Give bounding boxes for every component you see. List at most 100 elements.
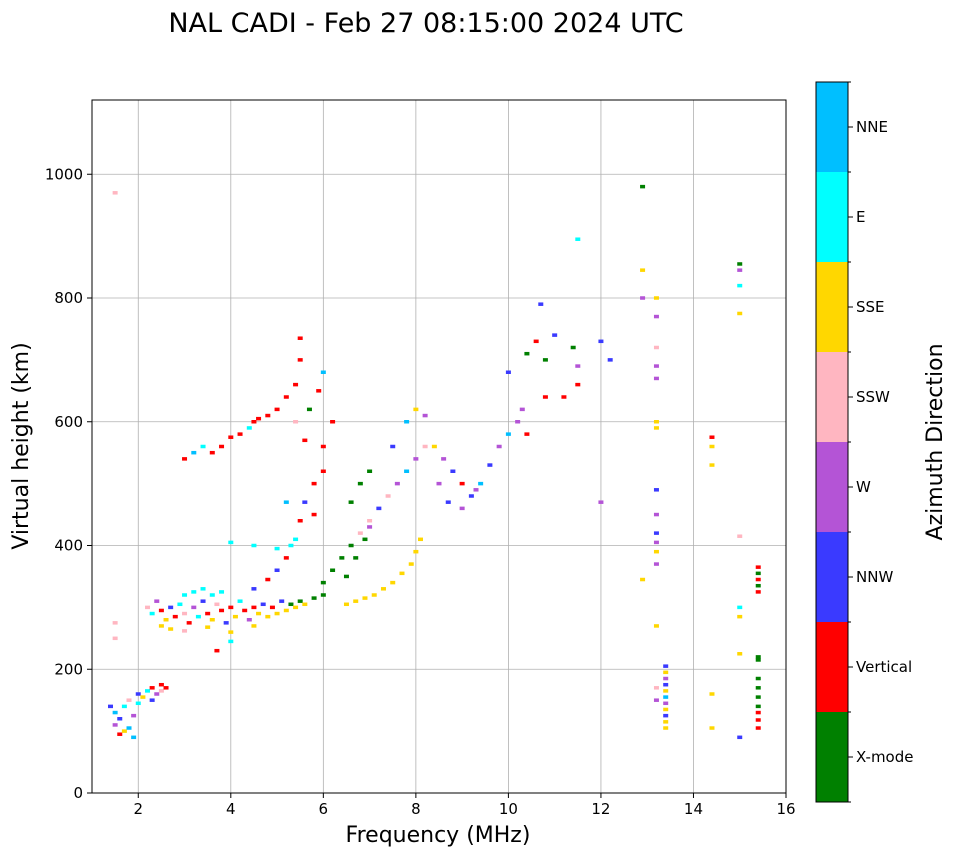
grid <box>92 100 787 794</box>
data-point <box>209 593 215 597</box>
data-point <box>755 590 761 594</box>
data-point <box>306 407 312 412</box>
data-point <box>653 364 659 368</box>
data-point <box>228 435 234 439</box>
data-point <box>413 457 419 461</box>
colorbar-label: X-mode <box>856 748 913 766</box>
data-point <box>755 686 761 690</box>
data-point <box>293 605 299 610</box>
data-point <box>367 519 373 523</box>
data-point <box>575 382 581 387</box>
data-point <box>297 358 303 362</box>
data-point <box>399 571 405 576</box>
data-point <box>653 624 659 628</box>
data-point <box>524 432 530 436</box>
data-point <box>348 500 354 504</box>
data-point <box>640 184 646 189</box>
data-point <box>330 420 336 424</box>
data-point <box>158 682 164 687</box>
data-point <box>228 540 234 545</box>
colorbar: X-mode Vertical NNW W SSW SSE E NNE <box>815 81 913 803</box>
x-tick-label: 10 <box>499 800 518 818</box>
data-point <box>302 500 308 504</box>
data-point <box>561 395 567 399</box>
data-point <box>260 602 266 607</box>
colorbar-label: SSW <box>856 388 890 406</box>
data-point <box>653 488 659 492</box>
data-point <box>607 358 613 362</box>
data-point <box>251 420 257 424</box>
data-point <box>135 692 141 696</box>
data-point <box>200 599 206 603</box>
colorbar-segment <box>816 712 848 802</box>
data-point <box>293 537 299 542</box>
colorbar-label: SSE <box>856 298 885 316</box>
data-point <box>755 655 761 659</box>
data-point <box>570 345 576 350</box>
data-point <box>755 718 761 722</box>
x-tick-label: 6 <box>319 800 329 818</box>
data-point <box>297 599 303 603</box>
colorbar-label: NNW <box>856 568 893 586</box>
data-point <box>251 543 257 548</box>
data-point <box>320 593 326 597</box>
x-tick-label: 4 <box>226 800 236 818</box>
data-point <box>505 370 511 374</box>
data-point <box>663 726 669 730</box>
data-point <box>320 580 326 585</box>
data-point <box>653 345 659 350</box>
data-point <box>348 543 354 548</box>
data-point <box>172 614 178 619</box>
data-point <box>663 713 669 718</box>
data-point <box>422 444 428 449</box>
data-point <box>283 500 289 504</box>
data-point <box>228 639 234 644</box>
data-point <box>205 611 211 616</box>
y-tick-label: 0 <box>73 784 83 802</box>
data-point <box>487 463 493 467</box>
data-point <box>297 519 303 523</box>
data-point <box>390 444 396 449</box>
data-point <box>149 686 155 690</box>
data-point <box>737 268 743 272</box>
data-point <box>242 608 248 613</box>
data-point <box>145 689 151 693</box>
data-point <box>663 701 669 706</box>
data-point <box>293 420 299 424</box>
data-point <box>575 364 581 368</box>
y-axis-title: Virtual height (km) <box>9 342 34 549</box>
data-point <box>408 562 414 566</box>
data-point <box>737 534 743 538</box>
data-point <box>108 704 114 709</box>
data-point <box>163 686 169 690</box>
data-point <box>112 710 118 715</box>
data-point <box>367 469 373 473</box>
colorbar-label: NNE <box>856 118 888 136</box>
data-point <box>112 621 118 625</box>
data-point <box>390 580 396 585</box>
data-point <box>422 413 428 418</box>
data-point <box>154 599 160 603</box>
data-point <box>168 605 174 610</box>
data-point <box>320 370 326 374</box>
data-point <box>219 590 225 594</box>
data-point <box>575 237 581 241</box>
data-point <box>274 568 280 572</box>
data-point <box>311 596 317 600</box>
colorbar-segment <box>816 262 848 352</box>
data-point <box>131 713 137 718</box>
data-point <box>640 268 646 272</box>
data-point <box>191 590 197 594</box>
y-tick-label: 200 <box>54 660 83 678</box>
data-point <box>755 583 761 588</box>
data-point <box>653 426 659 430</box>
data-point <box>542 358 548 362</box>
data-point <box>191 605 197 610</box>
data-point <box>117 717 123 721</box>
data-point <box>441 457 447 461</box>
data-point <box>362 537 368 542</box>
colorbar-segment <box>816 352 848 442</box>
data-point <box>297 336 303 340</box>
data-point <box>274 546 280 551</box>
data-point <box>709 444 715 449</box>
